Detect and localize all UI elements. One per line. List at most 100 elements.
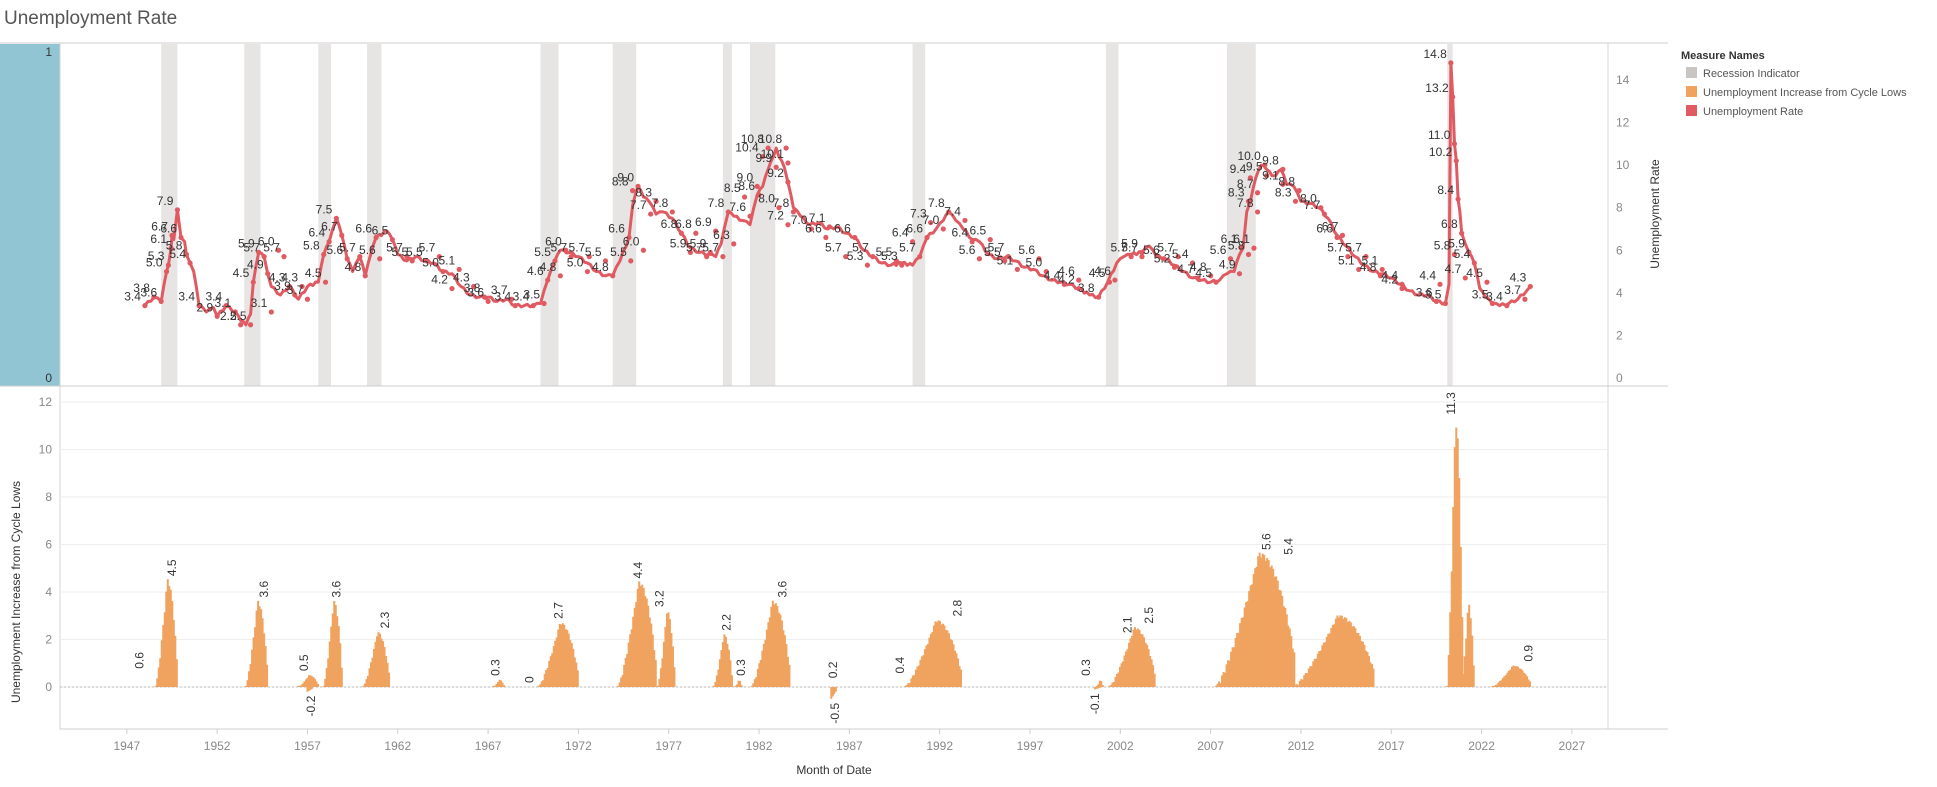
increase-bar <box>1094 687 1097 690</box>
rate-data-label: 4.3 <box>269 270 286 284</box>
rate-data-label: 5.7 <box>419 241 436 255</box>
rate-data-label: 3.1 <box>215 296 232 310</box>
rate-point <box>1002 258 1008 264</box>
increase-bar <box>1504 675 1507 687</box>
increase-bar <box>1294 685 1297 687</box>
increase-tick-label: 10 <box>39 443 53 457</box>
rate-data-label: 3.6 <box>467 285 484 299</box>
increase-bar <box>776 605 779 687</box>
increase-data-label: 0.4 <box>893 656 907 673</box>
increase-bar <box>1218 681 1221 687</box>
increase-bar <box>261 618 264 687</box>
rate-data-label: 5.2 <box>1154 251 1171 265</box>
rate-data-label: 5.7 <box>243 241 260 255</box>
increase-tick-label: 12 <box>39 395 53 409</box>
increase-data-label: -0.1 <box>1088 693 1102 714</box>
rate-data-label: 5.1 <box>1362 253 1379 267</box>
increase-bar <box>1261 553 1264 687</box>
increase-bar <box>750 685 753 687</box>
rate-point <box>1264 173 1270 179</box>
rate-data-label: 3.6 <box>1416 285 1433 299</box>
rate-point <box>449 285 455 292</box>
increase-bar <box>648 617 651 687</box>
rate-data-label: 5.7 <box>569 241 586 255</box>
increase-bar <box>954 650 957 687</box>
increase-bar <box>494 685 497 687</box>
increase-bar <box>168 586 171 687</box>
rate-data-label: 13.2 <box>1425 81 1449 95</box>
rate-point <box>268 309 274 315</box>
increase-bar <box>543 674 546 687</box>
rate-data-label: 5.7 <box>1345 241 1362 255</box>
increase-tick-label: 6 <box>45 538 52 552</box>
rate-data-label: 2.5 <box>230 309 247 323</box>
rate-point <box>1262 162 1268 168</box>
rate-point <box>471 283 477 290</box>
rate-data-label: 2.5 <box>220 309 237 323</box>
rate-point <box>545 277 551 283</box>
increase-bar <box>306 677 309 687</box>
increase-bar <box>650 623 653 687</box>
increase-bar <box>623 664 626 687</box>
increase-bar <box>1150 659 1153 687</box>
rate-point <box>713 228 719 234</box>
increase-bar <box>667 612 670 687</box>
increase-bar <box>1507 670 1510 687</box>
rate-data-label: 7.4 <box>944 204 961 218</box>
rate-data-label: 2.9 <box>196 300 213 314</box>
increase-bar <box>1279 590 1282 687</box>
increase-bar <box>1249 585 1252 687</box>
increase-bar <box>911 675 914 687</box>
increase-bar <box>951 640 954 687</box>
increase-bar <box>1095 687 1098 689</box>
rate-data-label: 5.6 <box>359 243 376 257</box>
increase-bar <box>771 600 774 687</box>
increase-bar <box>1319 650 1322 687</box>
rate-point <box>826 224 833 230</box>
rate-data-label: 4.3 <box>453 270 470 284</box>
rate-point <box>1254 190 1261 196</box>
rate-data-label: 8.0 <box>1300 192 1317 206</box>
increase-bar <box>644 596 647 687</box>
increase-bar <box>777 612 780 687</box>
rate-point <box>223 303 229 309</box>
rate-data-label: 6.1 <box>1221 232 1238 246</box>
rate-point <box>1213 279 1219 285</box>
increase-bar <box>929 633 932 687</box>
increase-bar <box>642 587 645 687</box>
rate-point <box>1112 277 1118 283</box>
rate-point <box>940 226 946 232</box>
recession-band <box>912 44 926 386</box>
rate-point <box>1076 277 1082 283</box>
rate-point <box>785 160 791 166</box>
rate-data-label: 7.3 <box>910 207 927 221</box>
increase-bar <box>576 670 579 687</box>
increase-bar <box>317 683 319 687</box>
increase-bar <box>160 640 163 687</box>
increase-bar <box>833 687 836 695</box>
increase-bar <box>941 623 944 687</box>
rate-data-label: 5.6 <box>959 243 976 257</box>
rate-data-label: 5.5 <box>406 245 423 259</box>
rate-data-label: 8.6 <box>738 179 755 193</box>
rate-data-label: 4.8 <box>592 260 609 274</box>
rate-point <box>1484 279 1490 285</box>
increase-bar <box>718 659 721 687</box>
rate-point <box>169 232 175 238</box>
rate-point <box>1459 230 1465 236</box>
x-tick-label: 1992 <box>926 739 953 753</box>
rate-line <box>142 60 1533 328</box>
increase-bar <box>1521 670 1524 687</box>
rate-point <box>1106 279 1113 285</box>
increase-bar <box>621 675 624 687</box>
rate-data-label: 5.5 <box>585 245 602 259</box>
increase-bar <box>301 683 304 687</box>
increase-bar <box>1472 665 1475 687</box>
increase-bar <box>330 626 333 687</box>
increase-bar <box>668 619 671 687</box>
rate-point <box>765 145 771 151</box>
increase-bar <box>1322 642 1325 687</box>
rate-point <box>969 239 975 245</box>
rate-data-label: 6.3 <box>713 228 730 242</box>
rate-point <box>286 283 293 290</box>
